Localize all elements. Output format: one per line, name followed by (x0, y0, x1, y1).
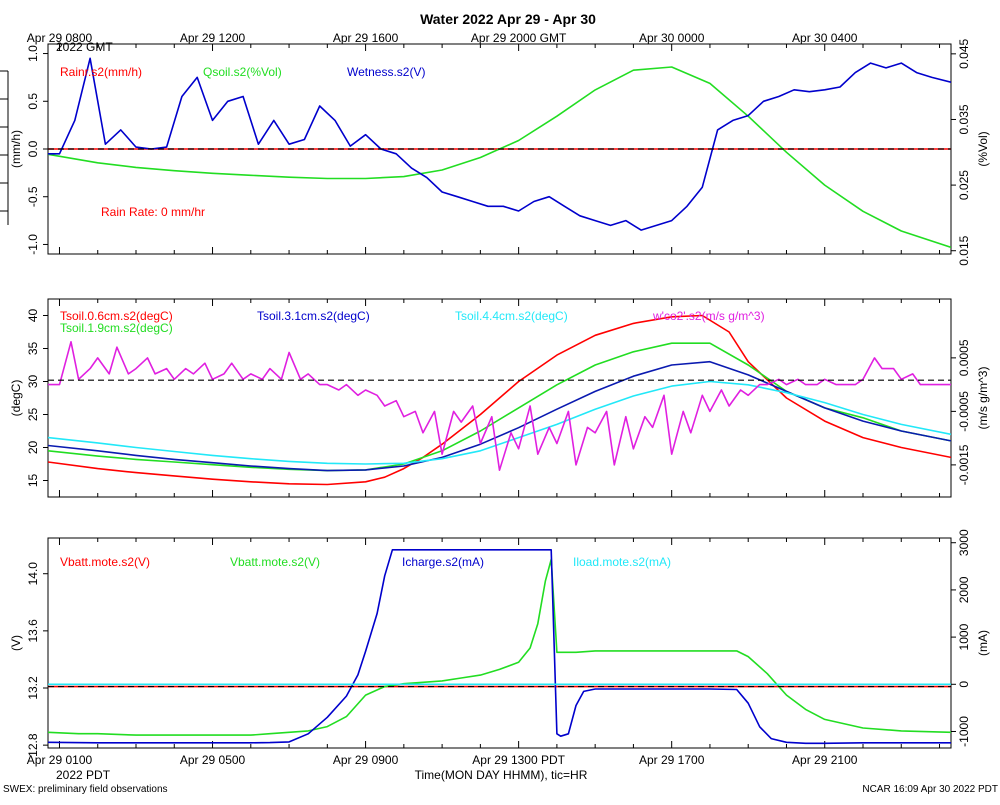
left-tick-label: 35 (26, 342, 40, 356)
panel-water: 1.0 0.5 0.0 -0.5 -1.0 (mm/h) 0.045 0.035 0.025 0.… (9, 39, 990, 266)
right-tick-label: 3000 (957, 529, 971, 556)
rain-rate-annotation: Rain Rate: 0 mm/hr (101, 205, 205, 219)
left-axis-label: (degC) (9, 380, 23, 417)
bottom-tick-label: Apr 29 0900 (333, 753, 399, 767)
left-tick-label: 30 (26, 375, 40, 389)
left-tick-label: 0.5 (26, 93, 40, 110)
legend-entry: Tsoil.3.1cm.s2(degC) (257, 309, 370, 323)
left-tick-label: 15 (26, 474, 40, 488)
left-tick-label: 40 (26, 309, 40, 323)
left-tick-label: 14.0 (26, 562, 40, 586)
series-line-3 (48, 380, 951, 465)
left-axis-label: (mm/h) (9, 130, 23, 168)
legend-entry: Rainr.s2(mm/h) (60, 65, 142, 79)
series-line-1 (48, 558, 951, 736)
legend-entry: Vbatt.mote.s2(V) (60, 555, 150, 569)
left-axis-label: (V) (9, 635, 23, 651)
left-tick-label: 0.0 (26, 140, 40, 157)
legend-entry: w'co2'.s2(m/s g/m^3) (652, 309, 765, 323)
legend-entry: Icharge.s2(mA) (402, 555, 484, 569)
bottom-tick-label: Apr 29 0100 (27, 753, 93, 767)
top-axis-sublabel: 2022 GMT (56, 40, 113, 54)
series-line-2 (48, 57, 951, 231)
top-tick-label: Apr 29 1200 (180, 31, 246, 45)
legend-entry: Qsoil.s2(%Vol) (203, 65, 282, 79)
top-tick-label: Apr 29 2000 GMT (471, 31, 567, 45)
bottom-axis-sublabel: 2022 PDT (56, 768, 111, 782)
x-axis-title: Time(MON DAY HHMM), tic=HR (415, 768, 588, 782)
footer-left-note: SWEX: preliminary field observations (3, 784, 168, 795)
left-tick-label: 20 (26, 441, 40, 455)
left-tick-label: 12.8 (26, 733, 40, 757)
right-tick-label: -1000 (957, 716, 971, 747)
series-group (48, 314, 951, 486)
right-tick-label: -0.0005 (957, 391, 971, 432)
legend-entry: Tsoil.1.9cm.s2(degC) (60, 321, 173, 335)
top-axis-tick-labels: Apr 29 0800 Apr 29 1200 Apr 29 1600 Apr 29 … (27, 31, 858, 45)
right-tick-label: 0.025 (957, 170, 971, 200)
left-tick-label: 1.0 (26, 45, 40, 62)
chart-title: Water 2022 Apr 29 - Apr 30 (420, 11, 596, 27)
bottom-tick-label: Apr 29 2100 (792, 753, 858, 767)
series-line-4 (48, 340, 951, 472)
series-line-1 (48, 342, 951, 472)
legend-entry: Tsoil.4.4cm.s2(degC) (455, 309, 568, 323)
right-tick-label: 1000 (957, 623, 971, 650)
right-tick-label: 0.035 (957, 104, 971, 134)
right-axis-label: (%Vol) (976, 131, 990, 166)
right-tick-label: 0.015 (957, 235, 971, 265)
left-tick-label: -1.0 (26, 234, 40, 255)
bottom-axis-tick-labels: Apr 29 0100 Apr 29 0500 Apr 29 0900 Apr 29 … (27, 753, 858, 767)
legend-entry: Iload.mote.s2(mA) (573, 555, 671, 569)
left-tick-label: -0.5 (26, 186, 40, 207)
panel-frame (47, 537, 952, 749)
right-tick-label: 0.045 (957, 39, 971, 69)
series-group (48, 548, 951, 745)
legend-entry: Tsoil.0.6cm.s2(degC) (60, 309, 173, 323)
right-axis-label: (m/s g/m^3) (976, 367, 990, 430)
bottom-tick-label: Apr 29 1300 PDT (472, 753, 565, 767)
footer-right-note: NCAR 16:09 Apr 30 2022 PDT (862, 784, 998, 795)
right-tick-label: 2000 (957, 576, 971, 603)
series-group (48, 57, 951, 249)
legend-entry: Vbatt.mote.s2(V) (230, 555, 320, 569)
series-line-2 (48, 548, 951, 745)
top-tick-label: Apr 29 1600 (333, 31, 399, 45)
panel-power: 14.0 13.6 13.2 12.8 (V) 3000 2000 1000 0 -1000 (mA… (9, 529, 990, 757)
right-tick-label: 0 (957, 681, 971, 688)
right-tick-label: -0.0015 (957, 444, 971, 485)
right-tick-label: 0.0005 (957, 339, 971, 376)
panel-frame (47, 298, 952, 498)
top-tick-label: Apr 29 0800 (27, 31, 93, 45)
legend-entry: Wetness.s2(V) (347, 65, 425, 79)
top-tick-label: Apr 30 0000 (639, 31, 705, 45)
right-axis-label: (mA) (976, 630, 990, 656)
left-tick-label: 25 (26, 408, 40, 422)
top-tick-label: Apr 30 0400 (792, 31, 858, 45)
left-tick-label: 13.6 (26, 619, 40, 643)
left-tick-label: 13.2 (26, 676, 40, 700)
bottom-tick-label: Apr 29 1700 (639, 753, 705, 767)
left-margin-marks (0, 70, 9, 225)
panel-temperature: 40 35 30 25 20 15 (degC) 0.0005 -0.0005 -0.0015 (m… (9, 298, 990, 498)
bottom-tick-label: Apr 29 0500 (180, 753, 246, 767)
